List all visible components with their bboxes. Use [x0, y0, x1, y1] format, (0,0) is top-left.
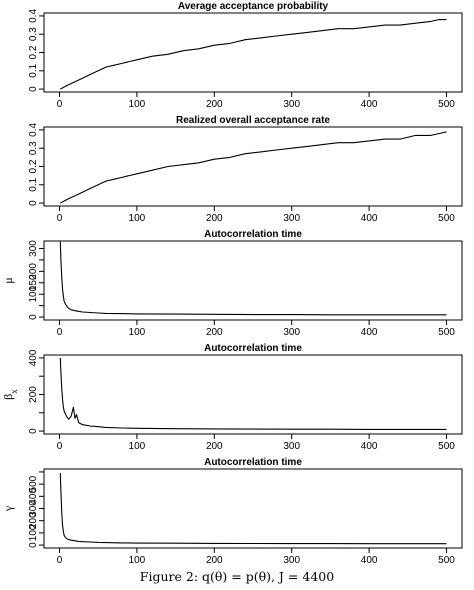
- x-tick-label: 100: [129, 213, 146, 224]
- y-tick-label: 300: [28, 240, 39, 257]
- x-tick-label: 400: [361, 441, 378, 452]
- x-tick-label: 300: [283, 213, 300, 224]
- chart-title: Autocorrelation time: [204, 343, 302, 354]
- y-tick-label: 0.2: [28, 159, 39, 173]
- figure-caption: Figure 2: q(θ) = p(θ), J = 4400: [139, 569, 335, 584]
- x-tick-label: 500: [438, 213, 455, 224]
- y-tick-label: 0: [28, 542, 39, 548]
- x-tick-label: 0: [57, 327, 63, 338]
- x-tick-label: 200: [206, 327, 223, 338]
- y-tick-label: 0.1: [28, 63, 39, 77]
- x-tick-label: 100: [129, 441, 146, 452]
- series-line: [59, 357, 447, 430]
- x-tick-label: 400: [361, 213, 378, 224]
- x-tick-label: 100: [129, 555, 146, 566]
- x-tick-label: 200: [206, 213, 223, 224]
- x-tick-label: 300: [283, 441, 300, 452]
- y-tick-label: 0.4: [28, 9, 39, 23]
- x-tick-label: 300: [283, 555, 300, 566]
- chart-title: Autocorrelation time: [204, 229, 302, 240]
- plot-frame: [43, 468, 463, 549]
- x-tick-label: 500: [438, 327, 455, 338]
- y-tick-label: 0.3: [28, 27, 39, 41]
- x-tick-label: 500: [438, 99, 455, 110]
- plot-frame: [43, 354, 463, 435]
- y-tick-label: 200: [28, 512, 39, 529]
- x-tick-label: 300: [283, 99, 300, 110]
- x-tick-label: 400: [361, 327, 378, 338]
- chart-panel-2: Realized overall acceptance rate 0 100 200 3…: [28, 115, 463, 224]
- y-tick-label: 150: [28, 274, 39, 291]
- y-tick-label: 0.3: [28, 141, 39, 155]
- y-axis-label-subscript: x: [9, 389, 19, 394]
- chart-title: Average acceptance probability: [178, 1, 329, 12]
- x-tick-label: 0: [57, 213, 63, 224]
- x-tick-label: 0: [57, 99, 63, 110]
- plot-frame: [43, 240, 463, 321]
- x-tick-label: 200: [206, 99, 223, 110]
- y-tick-label: 400: [28, 349, 39, 366]
- x-tick-label: 0: [57, 441, 63, 452]
- x-tick-label: 400: [361, 99, 378, 110]
- y-tick-label: 0: [28, 200, 39, 206]
- y-tick-label: 0: [28, 428, 39, 434]
- y-tick-label: 100: [28, 285, 39, 302]
- chart-panel-4: Autocorrelation time 0 100 200 300 400 500 0 200…: [1, 343, 463, 452]
- y-axis-label: γ: [1, 505, 15, 512]
- series-line: [60, 19, 447, 90]
- y-tick-label: 400: [28, 488, 39, 505]
- x-tick-label: 200: [206, 555, 223, 566]
- chart-panel-3: Autocorrelation time 0 100 200 300 400 500 0 100…: [1, 229, 463, 338]
- chart-title: Realized overall acceptance rate: [176, 115, 330, 126]
- x-tick-label: 100: [129, 99, 146, 110]
- y-tick-label: 500: [28, 475, 39, 492]
- series-line: [59, 241, 447, 316]
- series-line: [59, 473, 447, 545]
- x-tick-label: 200: [206, 441, 223, 452]
- x-tick-label: 400: [361, 555, 378, 566]
- series-line: [60, 131, 447, 204]
- y-tick-label: 0: [28, 314, 39, 320]
- y-tick-label: 200: [28, 263, 39, 280]
- y-tick-label: 100: [28, 524, 39, 541]
- y-axis-label: βx: [1, 389, 19, 400]
- x-tick-label: 500: [438, 441, 455, 452]
- chart-title: Autocorrelation time: [204, 457, 302, 468]
- y-axis-label: μ: [1, 277, 15, 283]
- y-tick-label: 0: [28, 86, 39, 92]
- x-tick-label: 0: [57, 555, 63, 566]
- x-tick-label: 300: [283, 327, 300, 338]
- x-tick-label: 100: [129, 327, 146, 338]
- chart-panel-1: Average acceptance probability 0 100 200 300…: [28, 1, 463, 110]
- y-tick-label: 0.2: [28, 45, 39, 59]
- x-tick-label: 500: [438, 555, 455, 566]
- y-tick-label: 0.1: [28, 177, 39, 191]
- y-tick-label: 200: [28, 386, 39, 403]
- y-tick-label: 0.4: [28, 123, 39, 137]
- y-tick-label: 300: [28, 500, 39, 517]
